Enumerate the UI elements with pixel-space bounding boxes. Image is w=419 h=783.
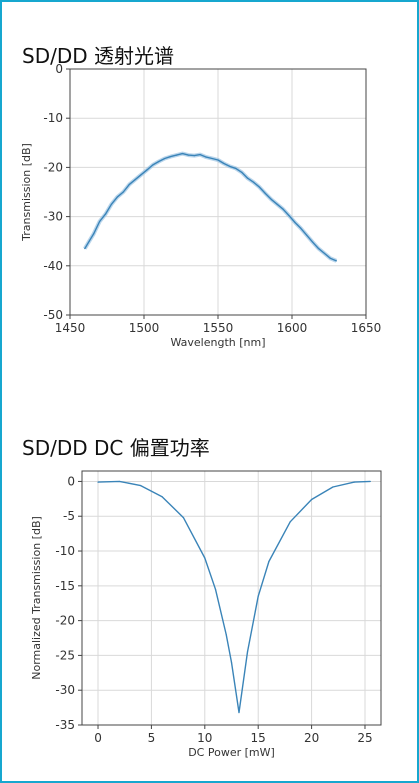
data-point — [170, 155, 172, 158]
data-point — [300, 227, 302, 230]
data-point — [229, 165, 231, 168]
data-point — [247, 177, 249, 179]
data-point — [128, 184, 130, 186]
y-tick-label: -20 — [43, 160, 63, 174]
y-axis-label: Normalized Transmission [dB] — [30, 516, 43, 680]
data-point — [230, 661, 233, 663]
data-point — [246, 651, 249, 653]
axes-frame — [81, 470, 382, 726]
x-tick-label: 0 — [94, 731, 102, 745]
y-tick-label: -50 — [43, 308, 63, 322]
data-point — [369, 480, 371, 483]
data-point — [175, 154, 178, 156]
data-point — [161, 496, 163, 498]
data-point — [268, 560, 270, 563]
y-tick-label: -15 — [55, 579, 75, 593]
data-point — [110, 203, 113, 205]
data-point — [193, 154, 195, 157]
data-point — [84, 247, 86, 250]
data-point — [199, 154, 201, 156]
data-point — [276, 203, 278, 205]
data-point — [146, 169, 148, 171]
data-point — [99, 220, 101, 223]
data-point — [225, 633, 227, 636]
x-tick-label: 1500 — [129, 321, 160, 335]
x-tick-label: 10 — [197, 731, 212, 745]
data-point — [310, 498, 313, 501]
y-tick-label: -25 — [55, 648, 75, 662]
data-point — [164, 157, 166, 160]
y-tick-label: -5 — [63, 509, 75, 523]
y-axis-label: Transmission [dB] — [20, 143, 33, 242]
data-point — [294, 221, 296, 224]
data-point — [88, 240, 90, 242]
x-tick-label: 1550 — [203, 321, 234, 335]
x-tick-label: 1650 — [351, 321, 382, 335]
data-point — [270, 198, 272, 200]
data-point — [282, 208, 284, 210]
series-line — [84, 152, 337, 262]
data-point — [93, 233, 95, 235]
data-point — [264, 192, 266, 195]
x-tick-label: 20 — [304, 731, 319, 745]
dc-bias-power-title: SD/DD DC 偏置功率 — [22, 436, 210, 460]
y-tick-label: -30 — [55, 683, 75, 697]
data-point — [235, 167, 237, 169]
series-line — [97, 480, 371, 714]
data-point — [335, 260, 337, 262]
data-point — [257, 595, 259, 597]
data-point — [288, 215, 290, 217]
x-tick-label: 1450 — [55, 321, 86, 335]
data-point — [118, 480, 120, 483]
y-tick-label: -20 — [55, 614, 75, 628]
data-point — [329, 257, 332, 260]
transmission-spectrum-title: SD/DD 透射光谱 — [22, 44, 174, 68]
data-point — [211, 157, 213, 160]
data-point — [312, 241, 314, 243]
data-point — [353, 481, 355, 483]
data-point — [214, 588, 217, 590]
data-point — [140, 485, 142, 487]
x-axis-label: DC Power [mW] — [188, 746, 275, 759]
data-point — [158, 160, 160, 163]
y-tick-label: 0 — [67, 474, 75, 488]
data-point — [205, 156, 207, 158]
y-tick-label: 0 — [55, 62, 63, 76]
data-point — [97, 481, 99, 483]
data-point — [241, 171, 243, 173]
data-point — [238, 711, 240, 714]
y-tick-label: -10 — [55, 544, 75, 558]
y-tick-label: -10 — [43, 111, 63, 125]
x-tick-label: 5 — [148, 731, 156, 745]
data-point — [140, 174, 142, 176]
y-tick-label: -40 — [43, 259, 63, 273]
data-point — [204, 557, 206, 559]
x-tick-label: 25 — [357, 731, 372, 745]
data-point — [223, 162, 225, 165]
data-point — [181, 153, 184, 155]
x-tick-label: 15 — [251, 731, 266, 745]
data-point — [187, 154, 189, 156]
data-point — [289, 521, 291, 523]
plot-area — [82, 471, 381, 725]
data-point — [217, 159, 219, 161]
x-axis-label: Wavelength [nm] — [170, 336, 265, 349]
y-tick-label: -30 — [43, 210, 63, 224]
y-tick-label: -35 — [55, 718, 75, 732]
data-point — [306, 234, 308, 236]
data-point — [258, 186, 261, 188]
data-point — [252, 181, 255, 183]
data-point — [152, 164, 154, 166]
data-point — [182, 517, 185, 519]
data-point — [332, 486, 334, 488]
data-point — [318, 247, 320, 250]
data-point — [323, 252, 326, 255]
data-point — [116, 196, 118, 198]
data-point — [122, 191, 124, 193]
data-point — [104, 213, 107, 215]
data-point — [134, 179, 136, 181]
x-tick-label: 1600 — [277, 321, 308, 335]
